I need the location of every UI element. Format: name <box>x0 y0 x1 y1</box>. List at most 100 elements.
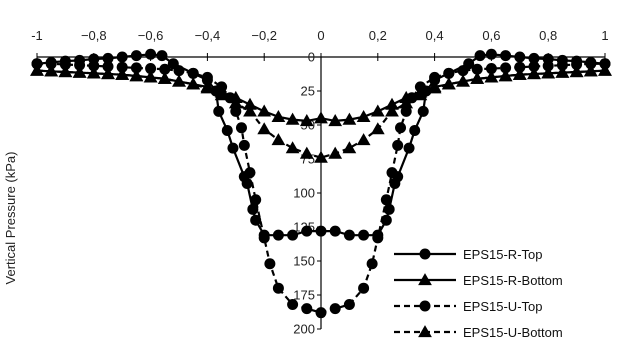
data-point <box>356 133 371 146</box>
data-point <box>301 303 313 315</box>
data-point <box>528 61 540 73</box>
data-point <box>358 229 370 241</box>
data-point <box>474 50 486 62</box>
data-point <box>385 97 399 110</box>
data-point <box>301 225 313 237</box>
y-tick-label: 25 <box>301 84 315 99</box>
x-tick-label: −0,8 <box>81 28 107 43</box>
data-point <box>74 59 86 71</box>
data-point <box>329 303 341 315</box>
data-point <box>200 81 215 94</box>
data-point <box>443 67 455 79</box>
data-point <box>44 64 59 77</box>
data-point <box>72 65 87 78</box>
y-tick-label: 0 <box>308 50 315 65</box>
data-point <box>235 122 247 134</box>
data-point <box>372 232 384 244</box>
data-point <box>86 66 101 79</box>
data-point <box>429 71 441 83</box>
x-tick-label: 0,4 <box>426 28 444 43</box>
data-point <box>343 229 355 241</box>
data-point <box>512 67 527 80</box>
y-tick-label: 100 <box>293 186 315 201</box>
legend-item: EPS15-U-Top <box>394 299 542 314</box>
data-point <box>45 58 57 70</box>
series-line <box>36 69 606 159</box>
data-point <box>417 105 429 117</box>
data-point <box>116 61 128 73</box>
data-point <box>370 104 385 117</box>
data-point <box>156 50 168 62</box>
legend-item: EPS15-U-Bottom <box>394 325 563 340</box>
series-layer <box>30 48 612 319</box>
data-point <box>418 325 432 338</box>
data-point <box>328 114 343 127</box>
data-point <box>419 300 431 312</box>
data-point <box>555 65 570 78</box>
data-point <box>314 150 328 163</box>
data-point <box>500 62 512 74</box>
data-point <box>285 141 300 154</box>
data-point <box>314 111 328 124</box>
data-point <box>238 139 250 151</box>
y-axis-title: Vertical Pressure (kPa) <box>3 152 18 285</box>
data-point <box>145 63 157 75</box>
data-point <box>228 96 243 109</box>
data-point <box>392 139 404 151</box>
data-point <box>272 229 284 241</box>
data-point <box>271 109 286 122</box>
x-tick-label: 1 <box>601 28 608 43</box>
data-point <box>299 146 314 159</box>
data-point <box>329 225 341 237</box>
y-tick-label: 150 <box>293 254 315 269</box>
x-tick-label: 0 <box>317 28 324 43</box>
data-point <box>514 51 526 63</box>
x-tick-label: −0,4 <box>195 28 221 43</box>
data-point <box>201 71 213 83</box>
data-point <box>471 63 483 75</box>
data-point <box>102 52 114 64</box>
data-point <box>230 105 242 117</box>
legend-label: EPS15-U-Top <box>463 299 542 314</box>
data-point <box>418 273 432 286</box>
data-point <box>227 142 239 154</box>
x-tick-label: −0,2 <box>251 28 277 43</box>
data-point <box>427 81 442 94</box>
data-point <box>598 63 612 76</box>
data-point <box>358 282 370 294</box>
data-point <box>116 51 128 63</box>
data-point <box>342 112 357 125</box>
data-point <box>130 50 142 62</box>
data-point <box>366 258 378 270</box>
data-point <box>159 63 171 75</box>
data-point <box>58 65 73 78</box>
series-eps15-u-top <box>31 58 611 319</box>
data-point <box>102 61 114 73</box>
data-point <box>88 60 100 72</box>
data-point <box>380 214 392 226</box>
x-tick-label: 0,6 <box>482 28 500 43</box>
data-point <box>299 114 314 127</box>
data-point <box>247 203 259 215</box>
data-point <box>115 67 130 80</box>
data-point <box>456 74 470 87</box>
data-point <box>250 194 262 206</box>
data-point <box>216 81 228 93</box>
data-point <box>187 67 199 79</box>
data-point <box>101 67 115 80</box>
x-tick-label: −0,6 <box>138 28 164 43</box>
data-point <box>214 88 229 101</box>
data-point <box>470 71 485 84</box>
data-point <box>498 69 513 82</box>
data-point <box>241 177 253 189</box>
data-point <box>143 70 158 83</box>
data-point <box>257 122 272 135</box>
data-point <box>287 299 299 311</box>
data-point <box>380 194 392 206</box>
data-point <box>403 142 415 154</box>
data-point <box>569 65 584 78</box>
data-point <box>271 133 286 146</box>
data-point <box>395 122 407 134</box>
data-point <box>285 112 300 125</box>
legend-label: EPS15-U-Bottom <box>463 325 563 340</box>
